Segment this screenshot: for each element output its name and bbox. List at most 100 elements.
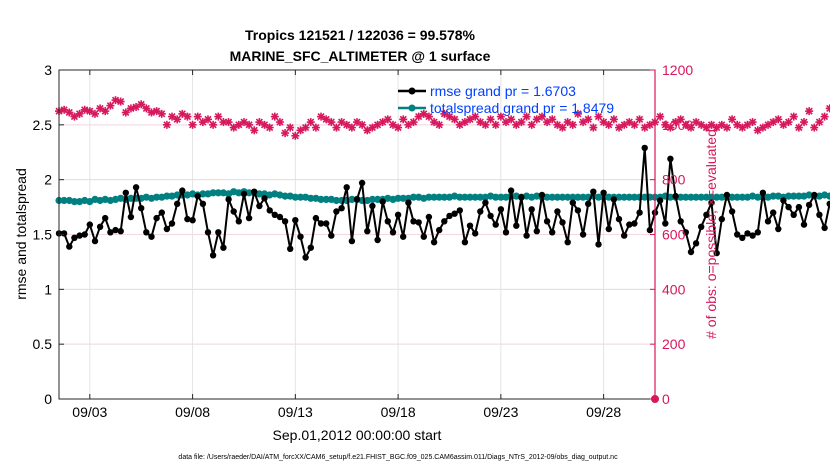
- rmse-point: [60, 230, 68, 237]
- obs-evaluated-marker: [774, 115, 782, 123]
- obs-evaluated-marker: [271, 113, 279, 121]
- rmse-point: [790, 211, 797, 218]
- rmse-point: [667, 155, 674, 162]
- x-tick-label: 09/23: [483, 404, 518, 420]
- rmse-point: [816, 211, 823, 218]
- rmse-point: [143, 229, 150, 236]
- totalspread-point: [497, 193, 505, 201]
- legend-spread-marker: [408, 104, 416, 112]
- legend-rmse-marker: [408, 87, 416, 95]
- y-right-tick-label: 600: [662, 227, 686, 243]
- rmse-point: [497, 206, 505, 213]
- obs-evaluated-marker: [594, 113, 603, 121]
- totalspread-point: [317, 195, 325, 203]
- rmse-point: [513, 222, 520, 229]
- x-tick-label: 09/28: [586, 404, 621, 420]
- rmse-point: [415, 219, 422, 226]
- rmse-point: [287, 245, 294, 252]
- rmse-point: [826, 200, 830, 207]
- totalspread-point: [60, 196, 68, 205]
- rmse-point: [184, 215, 191, 223]
- y-left-tick-label: 2: [44, 172, 52, 188]
- x-tick-label: 09/03: [72, 404, 107, 420]
- rmse-point: [251, 188, 258, 195]
- rmse-point: [153, 214, 160, 222]
- obs-evaluated-marker: [214, 113, 222, 121]
- obs-evaluated-marker: [255, 118, 263, 126]
- totalspread-point: [476, 193, 484, 201]
- obs-evaluated-marker: [353, 118, 361, 126]
- obs-evaluated-marker: [91, 110, 99, 118]
- rmse-point: [811, 191, 818, 199]
- obs-evaluated-marker: [142, 104, 150, 112]
- footer-data-file: data file: /Users/raeder/DAI/ATM_forcXX/…: [178, 454, 618, 461]
- rmse-point: [682, 229, 689, 236]
- rmse-point: [518, 194, 525, 201]
- rmse-point: [446, 212, 453, 220]
- obs-evaluated-marker: [173, 115, 181, 123]
- totalspread-point: [456, 193, 464, 201]
- totalspread-point: [153, 193, 161, 201]
- y-left-tick-label: 0: [44, 391, 52, 407]
- obs-evaluated-marker: [137, 100, 145, 108]
- rmse-point: [487, 212, 494, 220]
- totalspread-point: [754, 193, 762, 201]
- rmse-point: [158, 209, 165, 216]
- totalspread-point: [291, 193, 299, 201]
- rmse-point: [703, 211, 710, 218]
- obs-evaluated-marker: [522, 113, 531, 121]
- y-right-tick-label: 1200: [662, 62, 693, 78]
- obs-evaluated-marker: [538, 113, 546, 121]
- totalspread-point: [296, 193, 305, 201]
- obs-evaluated-marker: [795, 124, 803, 132]
- obs-evaluated-marker: [348, 124, 356, 132]
- obs-evaluated-marker: [86, 107, 94, 115]
- rmse-point: [204, 229, 212, 236]
- obs-evaluated-marker: [687, 124, 695, 132]
- rmse-point: [302, 254, 309, 261]
- rmse-point: [369, 202, 376, 210]
- obs-evaluated-marker: [194, 113, 202, 121]
- rmse-point: [91, 237, 99, 245]
- rmse-point: [621, 232, 628, 239]
- rmse-point: [271, 211, 278, 218]
- rmse-point: [456, 207, 463, 214]
- totalspread-point: [641, 193, 649, 201]
- rmse-point: [209, 252, 217, 259]
- totalspread-point: [713, 193, 721, 201]
- totalspread-point: [790, 192, 798, 200]
- obs-evaluated-marker: [558, 124, 567, 132]
- rmse-point: [266, 207, 273, 214]
- obs-evaluated-marker: [610, 115, 618, 123]
- rmse-point: [749, 232, 756, 239]
- obs-evaluated-marker: [209, 121, 217, 129]
- rmse-point: [477, 208, 484, 215]
- totalspread-point: [558, 193, 567, 201]
- totalspread-point: [214, 189, 222, 197]
- obs-evaluated-marker: [389, 121, 397, 129]
- obs-evaluated-marker: [384, 115, 392, 123]
- rmse-point: [189, 217, 196, 224]
- obs-evaluated-marker: [584, 115, 592, 123]
- totalspread-point: [620, 193, 628, 201]
- obs-evaluated-marker: [317, 113, 325, 121]
- totalspread-point: [425, 193, 433, 201]
- totalspread-point: [574, 193, 582, 201]
- totalspread-point: [394, 194, 402, 202]
- y-left-tick-label: 1.5: [33, 227, 53, 243]
- rmse-point: [358, 179, 366, 187]
- obs-evaluated-marker: [785, 118, 793, 126]
- rmse-point: [230, 208, 237, 215]
- totalspread-point: [255, 190, 263, 198]
- rmse-point: [76, 232, 83, 239]
- rmse-point: [112, 226, 119, 234]
- obs-evaluated-marker: [358, 121, 366, 129]
- rmse-point: [451, 210, 458, 217]
- rmse-point: [292, 217, 299, 224]
- obs-evaluated-marker: [332, 124, 341, 132]
- rmse-point: [66, 243, 73, 250]
- rmse-point: [168, 220, 176, 227]
- rmse-point: [199, 200, 207, 207]
- obs-evaluated-marker: [81, 106, 89, 114]
- rmse-point: [692, 240, 700, 247]
